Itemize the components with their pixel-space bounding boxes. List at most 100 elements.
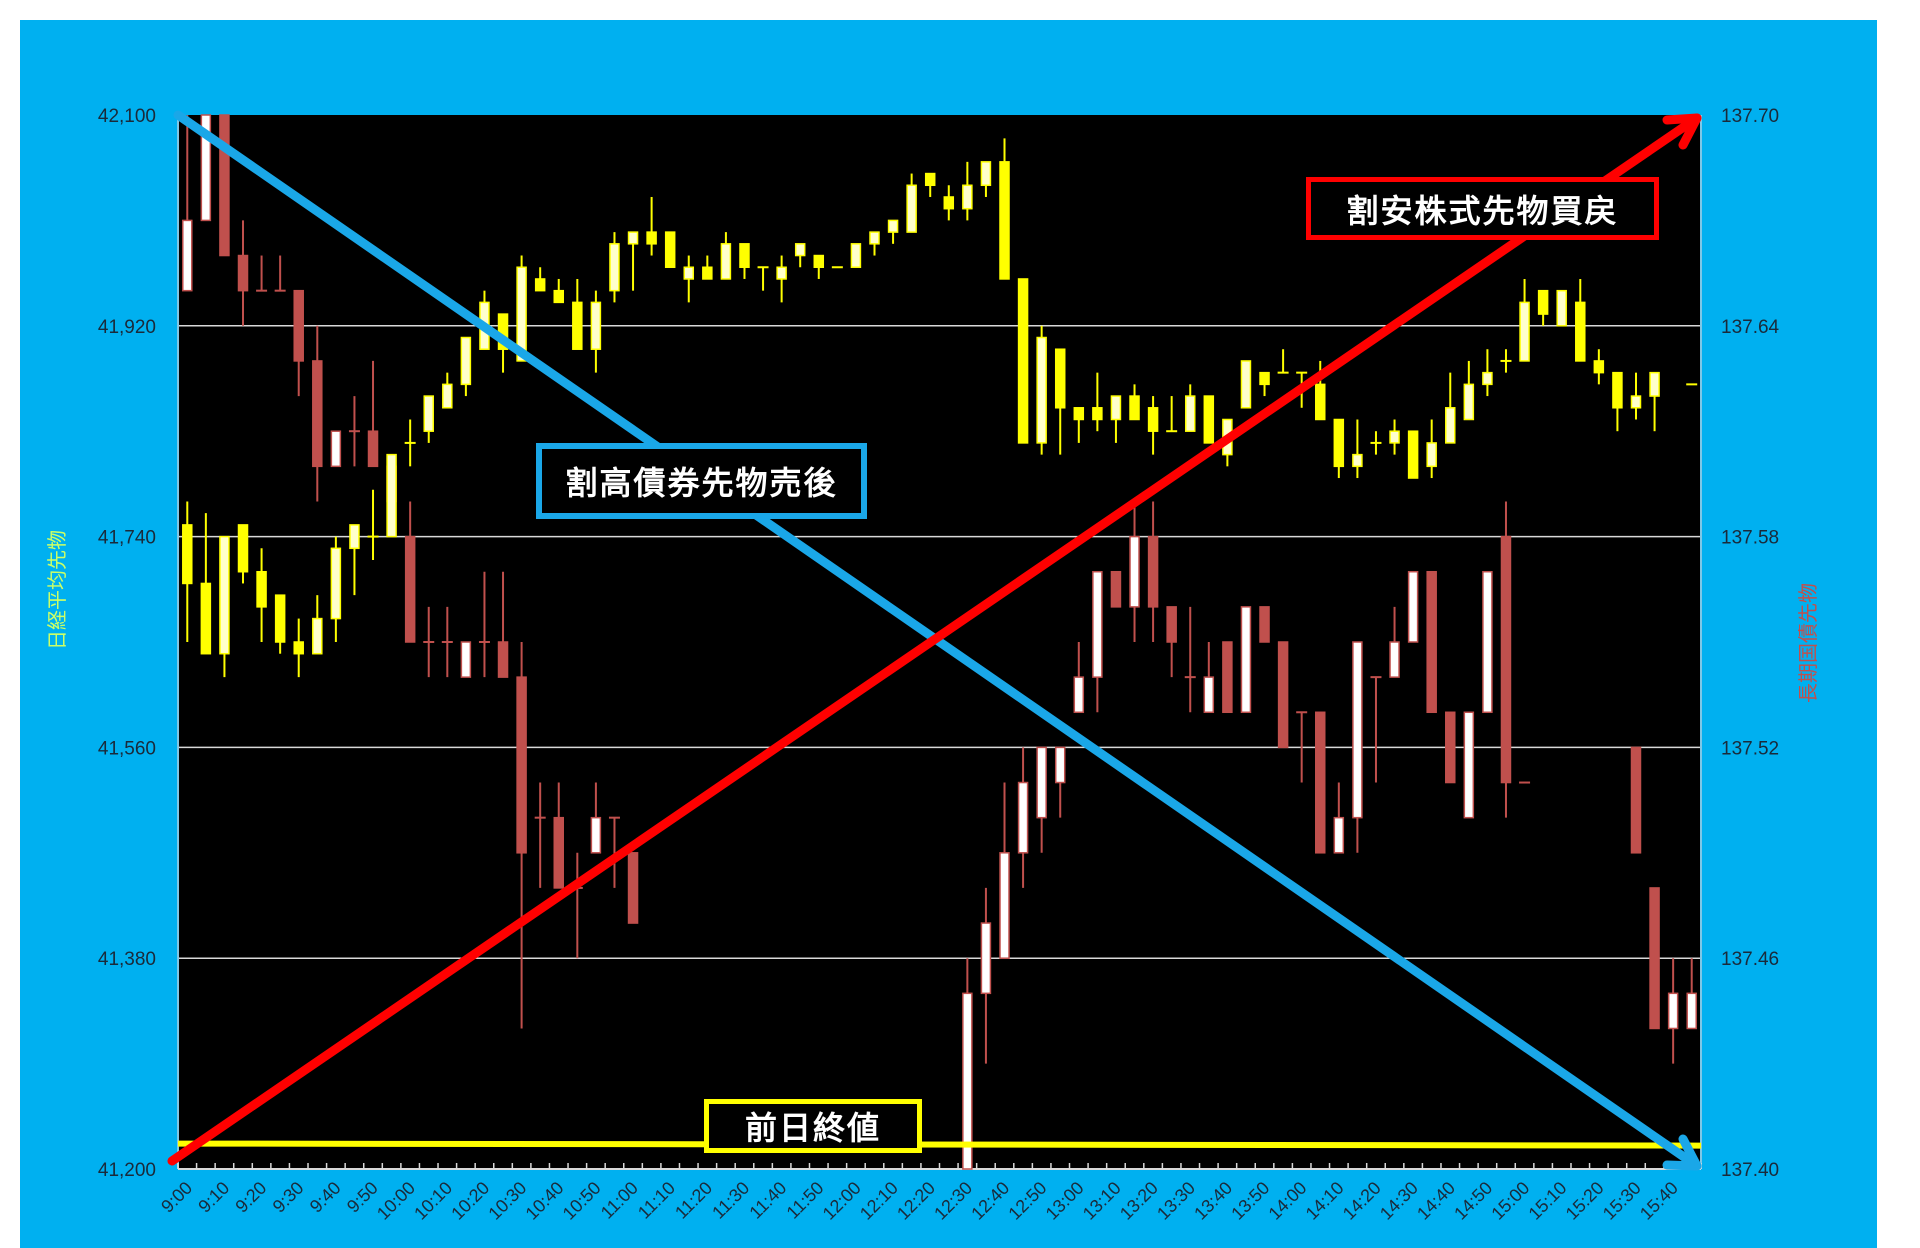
candle [608, 816, 620, 888]
candle [460, 641, 472, 678]
candle [1166, 606, 1177, 678]
x-tick-label: 12:00 [819, 1178, 865, 1224]
candle-body [1017, 278, 1029, 444]
candle [1259, 606, 1270, 643]
candle [182, 501, 193, 642]
candle-body [497, 641, 509, 678]
candle [1333, 782, 1345, 854]
candle [1333, 418, 1345, 479]
candle-body [1389, 430, 1400, 444]
candle-body [980, 161, 992, 187]
candle-body [442, 383, 453, 409]
candle [460, 336, 472, 397]
right-tick-label: 137.58 [1721, 528, 1779, 549]
candle [404, 419, 416, 467]
candle-body [887, 219, 899, 233]
candle-body [683, 266, 695, 280]
x-tick-label: 11:30 [708, 1178, 753, 1223]
candle [1184, 606, 1196, 713]
candle-body [1036, 746, 1047, 819]
candle [1296, 711, 1308, 783]
candle [1277, 349, 1289, 374]
candle-body [1482, 371, 1493, 386]
left-tick-label: 41,200 [98, 1160, 156, 1181]
candle [1537, 289, 1549, 326]
stock-buyback-arrow [167, 113, 1702, 1166]
candle [1092, 372, 1103, 432]
right-tick-label: 137.46 [1721, 949, 1779, 970]
candle-body [1240, 606, 1252, 714]
candle [757, 266, 769, 291]
x-tick-label: 14:30 [1376, 1178, 1422, 1224]
candle [1110, 570, 1122, 608]
candle-body [200, 582, 212, 655]
candle [237, 220, 249, 326]
candle-body [1259, 371, 1270, 386]
candle [1147, 396, 1159, 455]
candle [423, 606, 435, 678]
candle-body [182, 219, 193, 292]
candle [887, 219, 899, 244]
candle [1612, 371, 1623, 432]
x-tick-label: 11:40 [745, 1178, 790, 1223]
candle [1463, 711, 1475, 819]
annotation-stock-buyback: 割安株式先物買戻 [1306, 177, 1659, 240]
x-tick-label: 9:40 [306, 1178, 345, 1217]
candle [274, 255, 286, 292]
candle [330, 536, 342, 642]
candle [739, 243, 750, 279]
x-tick-label: 15:40 [1636, 1178, 1682, 1224]
candle [999, 782, 1010, 959]
x-tick-label: 10:10 [410, 1178, 456, 1224]
candle [1166, 396, 1178, 433]
candle-body [1500, 535, 1512, 784]
right-tick-label: 137.52 [1721, 738, 1779, 759]
candle-body [349, 524, 360, 550]
candle [1054, 746, 1066, 818]
candle [330, 430, 342, 468]
x-tick-label: 10:40 [522, 1178, 568, 1224]
candle [590, 290, 602, 373]
candle-body [293, 289, 304, 362]
candle [312, 325, 323, 502]
candle [553, 278, 564, 304]
candle [1129, 501, 1140, 642]
candle-body [590, 816, 602, 854]
candle [1315, 711, 1326, 854]
candle [1203, 395, 1215, 444]
candle-body [1240, 360, 1252, 409]
candle-body [1166, 606, 1177, 643]
candle [219, 535, 230, 678]
x-tick-label: 12:50 [1004, 1178, 1050, 1224]
candle-body [794, 243, 806, 257]
candle [980, 887, 992, 1064]
x-tick-label: 10:30 [484, 1178, 530, 1224]
candle-body [200, 114, 212, 222]
candle-body [906, 184, 917, 233]
candle-body [1315, 383, 1326, 421]
candle [609, 232, 620, 303]
candle [516, 255, 527, 362]
right-axis-title: 長期国債先物 [1796, 583, 1820, 703]
candle [646, 196, 657, 256]
candle [1500, 349, 1512, 373]
candle [1686, 958, 1697, 1030]
x-tick-label: 12:40 [967, 1178, 1013, 1224]
x-tick-label: 12:30 [930, 1178, 976, 1224]
candle-body [237, 524, 249, 573]
candle-body [293, 641, 304, 655]
candle-body [219, 535, 230, 655]
candle [683, 255, 695, 303]
right-tick-label: 137.40 [1721, 1160, 1779, 1181]
candle-body [962, 992, 973, 1170]
candle-body [1092, 407, 1103, 421]
candle [1370, 676, 1382, 783]
candle [906, 173, 917, 233]
candle-body [274, 594, 286, 643]
candle-body [367, 430, 379, 468]
candle-body [1445, 711, 1456, 784]
candle-body [1352, 641, 1363, 819]
candle-body [553, 289, 564, 304]
candle-body [330, 547, 342, 620]
